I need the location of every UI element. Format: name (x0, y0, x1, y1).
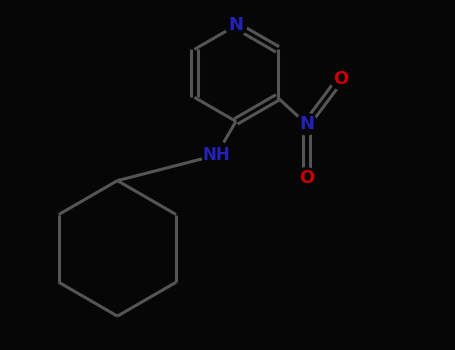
Circle shape (296, 168, 317, 188)
Circle shape (202, 141, 230, 169)
Text: O: O (333, 70, 348, 88)
Circle shape (225, 15, 247, 36)
Text: NH: NH (202, 146, 230, 164)
Circle shape (330, 69, 350, 89)
Text: O: O (299, 169, 314, 187)
Text: N: N (299, 115, 314, 133)
Text: N: N (228, 16, 243, 34)
Circle shape (296, 113, 317, 135)
